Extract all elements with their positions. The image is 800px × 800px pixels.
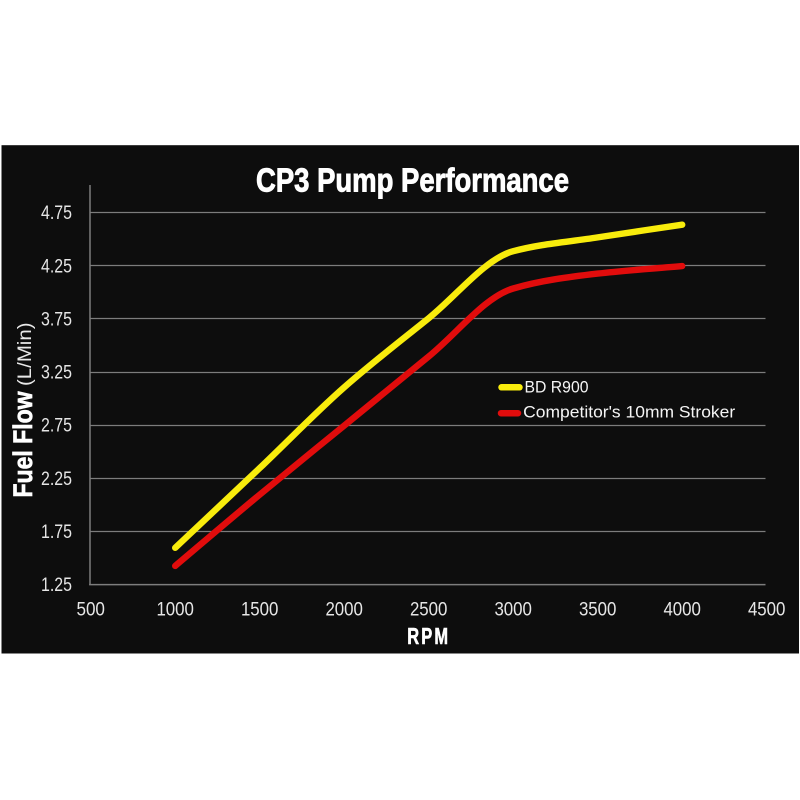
svg-text:3.25: 3.25 [41, 363, 72, 384]
svg-text:CP3 Pump Performance: CP3 Pump Performance [256, 162, 569, 199]
svg-text:3.75: 3.75 [41, 309, 72, 330]
svg-text:BD R900: BD R900 [525, 378, 589, 397]
svg-text:4.25: 4.25 [41, 256, 72, 277]
svg-text:2.25: 2.25 [41, 469, 72, 490]
svg-text:2500: 2500 [410, 600, 448, 621]
svg-text:4500: 4500 [748, 600, 786, 621]
svg-text:3000: 3000 [494, 600, 532, 621]
svg-text:3500: 3500 [579, 600, 617, 621]
svg-text:1000: 1000 [156, 600, 194, 621]
svg-text:1.75: 1.75 [41, 522, 72, 543]
svg-text:4.75: 4.75 [41, 203, 72, 224]
svg-text:4000: 4000 [663, 600, 701, 621]
svg-text:1500: 1500 [241, 600, 279, 621]
svg-text:(L/Min): (L/Min) [15, 323, 36, 387]
svg-text:2000: 2000 [325, 600, 363, 621]
svg-text:1.25: 1.25 [41, 575, 72, 596]
svg-text:2.75: 2.75 [41, 416, 72, 437]
svg-text:Fuel Flow: Fuel Flow [8, 391, 38, 497]
svg-text:500: 500 [76, 600, 105, 621]
svg-text:RPM: RPM [407, 623, 450, 649]
svg-text:Competitor's 10mm Stroker: Competitor's 10mm Stroker [523, 402, 735, 421]
